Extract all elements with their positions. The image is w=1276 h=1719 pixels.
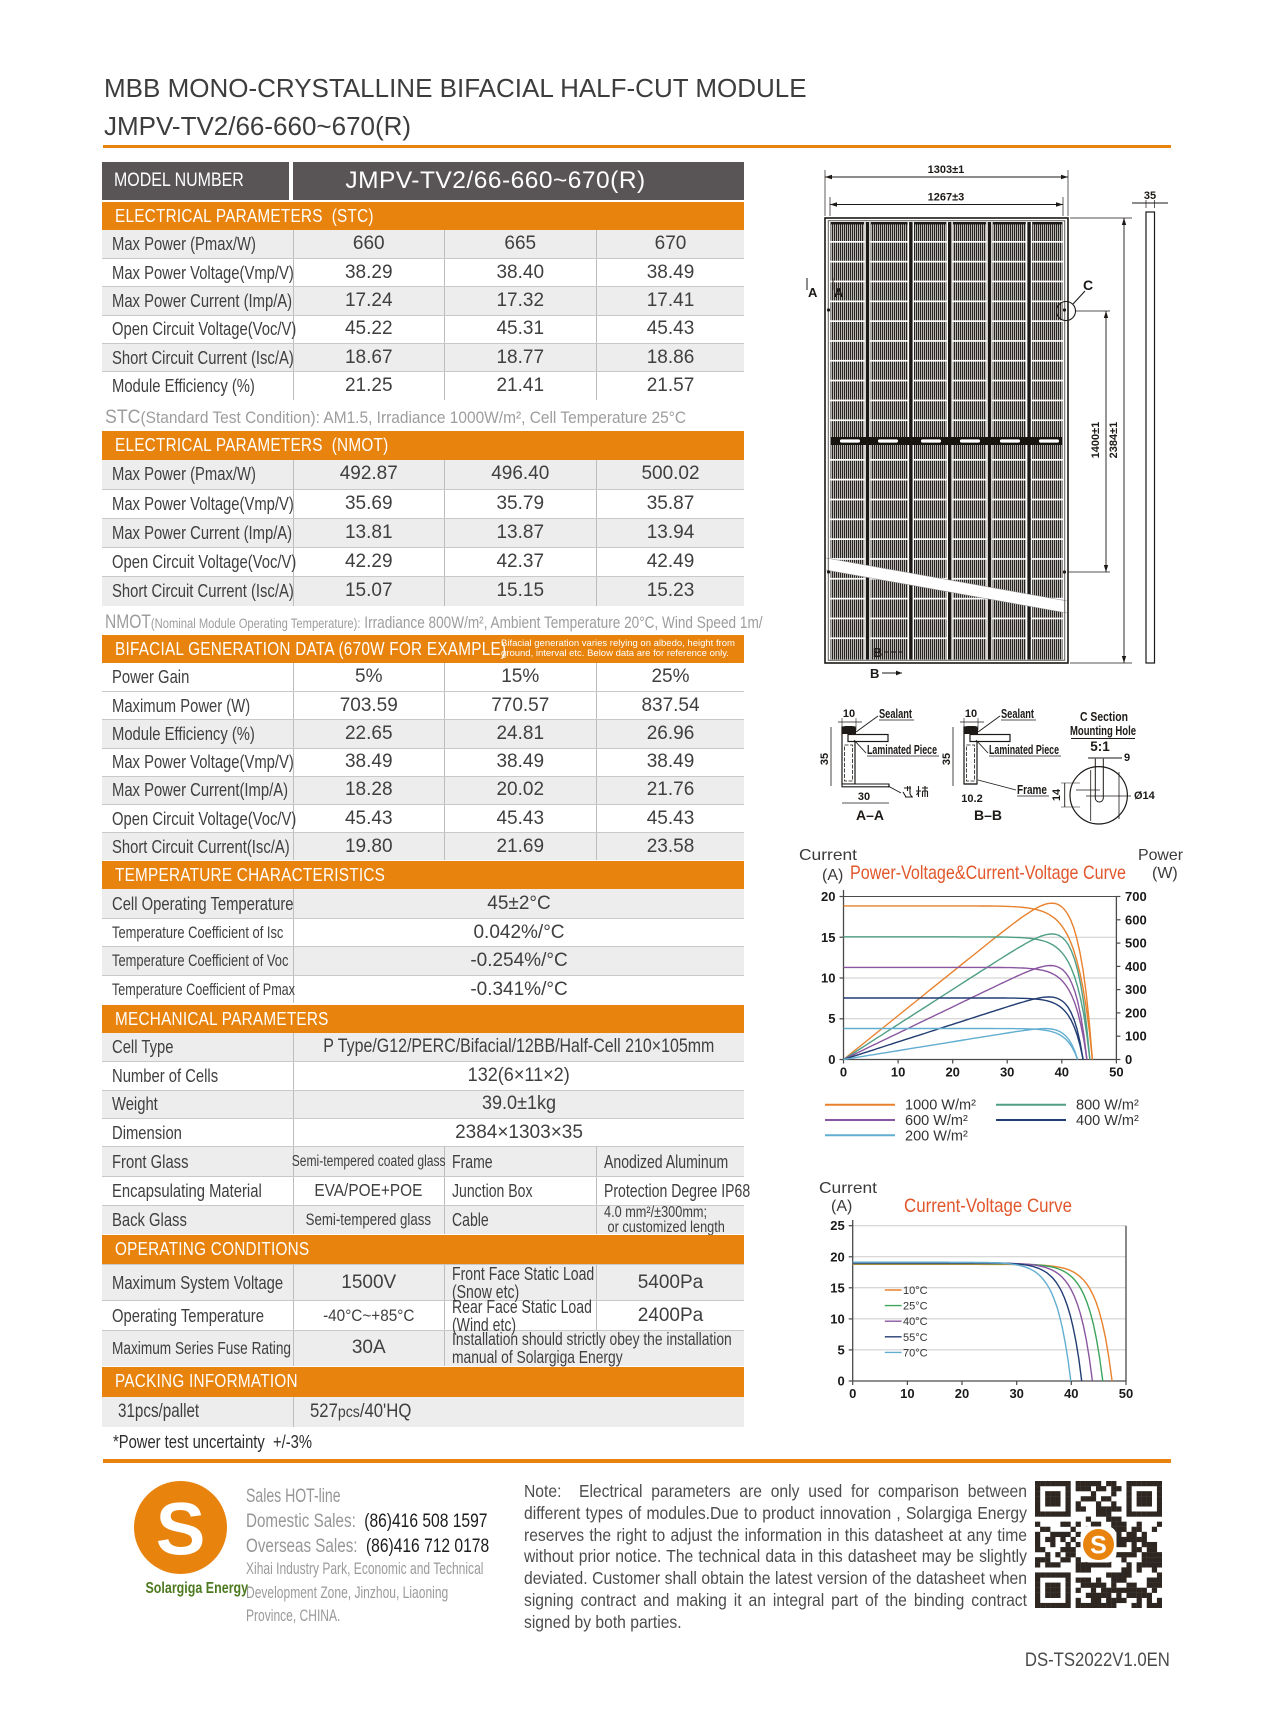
svg-text:50: 50 (1109, 1065, 1123, 1080)
svg-text:Laminated Piece: Laminated Piece (867, 743, 937, 757)
svg-text:Power: Power (1138, 847, 1184, 864)
svg-text:Sealant: Sealant (879, 707, 913, 721)
svg-text:10: 10 (900, 1386, 914, 1401)
svg-text:10: 10 (891, 1065, 905, 1080)
svg-text:50: 50 (1119, 1386, 1133, 1401)
svg-text:B: B (873, 645, 882, 660)
svg-text:10: 10 (965, 708, 977, 720)
svg-text:S: S (1090, 1532, 1107, 1560)
svg-text:1000 W/m²: 1000 W/m² (905, 1098, 976, 1114)
svg-text:Current: Current (799, 847, 858, 864)
svg-text:1400±1: 1400±1 (1090, 422, 1102, 459)
svg-text:10: 10 (830, 1311, 844, 1326)
svg-text:700: 700 (1125, 889, 1147, 904)
svg-text:Current: Current (819, 1180, 878, 1197)
svg-text:400 W/m²: 400 W/m² (1076, 1113, 1139, 1129)
svg-text:A–A: A–A (856, 807, 884, 823)
svg-text:200 W/m²: 200 W/m² (905, 1128, 968, 1144)
svg-text:Power-Voltage&Current-Voltage: Power-Voltage&Current-Voltage Curve (850, 862, 1126, 884)
svg-text:20: 20 (821, 889, 835, 904)
svg-text:1303±1: 1303±1 (928, 164, 965, 176)
svg-text:40°C: 40°C (903, 1316, 928, 1328)
svg-text:10°C: 10°C (903, 1285, 928, 1297)
svg-text:70°C: 70°C (903, 1347, 928, 1359)
svg-text:Current-Voltage Curve: Current-Voltage Curve (904, 1195, 1072, 1217)
svg-text:0: 0 (1125, 1052, 1132, 1067)
svg-text:35: 35 (819, 753, 831, 765)
svg-text:0: 0 (849, 1386, 856, 1401)
svg-text:30: 30 (858, 791, 870, 803)
svg-text:C Section: C Section (1080, 710, 1128, 724)
svg-text:40: 40 (1055, 1065, 1069, 1080)
svg-text:A: A (834, 285, 844, 300)
svg-text:200: 200 (1125, 1005, 1147, 1020)
svg-text:B–B: B–B (974, 807, 1002, 823)
svg-text:25: 25 (830, 1218, 844, 1233)
svg-text:800 W/m²: 800 W/m² (1076, 1098, 1139, 1114)
svg-text:(W): (W) (1152, 865, 1178, 882)
svg-text:Laminated Piece: Laminated Piece (989, 743, 1059, 757)
svg-text:25°C: 25°C (903, 1301, 928, 1313)
svg-text:20: 20 (955, 1386, 969, 1401)
svg-text:300: 300 (1125, 982, 1147, 997)
svg-text:20: 20 (830, 1249, 844, 1264)
svg-text:30: 30 (1009, 1386, 1023, 1401)
svg-text:40: 40 (1064, 1386, 1078, 1401)
svg-text:35: 35 (941, 753, 953, 765)
svg-text:Ø14: Ø14 (1134, 790, 1156, 802)
svg-text:C: C (1083, 277, 1093, 293)
svg-text:10: 10 (843, 708, 855, 720)
svg-text:100: 100 (1125, 1029, 1147, 1044)
svg-text:0: 0 (837, 1374, 844, 1389)
svg-text:10.2: 10.2 (961, 793, 982, 805)
svg-text:0: 0 (828, 1052, 835, 1067)
svg-text:S: S (156, 1487, 206, 1570)
svg-text:500: 500 (1125, 936, 1147, 951)
svg-text:600: 600 (1125, 912, 1147, 927)
svg-text:10: 10 (821, 971, 835, 986)
svg-text:5: 5 (837, 1342, 844, 1357)
svg-text:(A): (A) (831, 1198, 852, 1215)
svg-text:(A): (A) (822, 867, 843, 884)
svg-text:14: 14 (1051, 788, 1063, 801)
svg-text:15: 15 (830, 1280, 844, 1295)
svg-text:0: 0 (840, 1065, 847, 1080)
svg-text:20: 20 (945, 1065, 959, 1080)
svg-text:5:1: 5:1 (1090, 739, 1110, 754)
svg-text:2384±1: 2384±1 (1108, 422, 1120, 459)
svg-text:Sealant: Sealant (1001, 707, 1035, 721)
svg-text:A: A (808, 285, 818, 300)
svg-text:Frame: Frame (1017, 783, 1047, 797)
svg-text:15: 15 (821, 930, 835, 945)
svg-text:B: B (870, 666, 879, 681)
svg-text:55°C: 55°C (903, 1332, 928, 1344)
svg-text:Mounting Hole: Mounting Hole (1070, 724, 1136, 738)
svg-text:30: 30 (1000, 1065, 1014, 1080)
svg-text:1267±3: 1267±3 (928, 192, 965, 204)
svg-text:9: 9 (1124, 752, 1130, 764)
svg-text:600 W/m²: 600 W/m² (905, 1113, 968, 1129)
svg-text:5: 5 (828, 1011, 835, 1026)
svg-text:400: 400 (1125, 959, 1147, 974)
svg-text:35: 35 (1144, 190, 1156, 202)
